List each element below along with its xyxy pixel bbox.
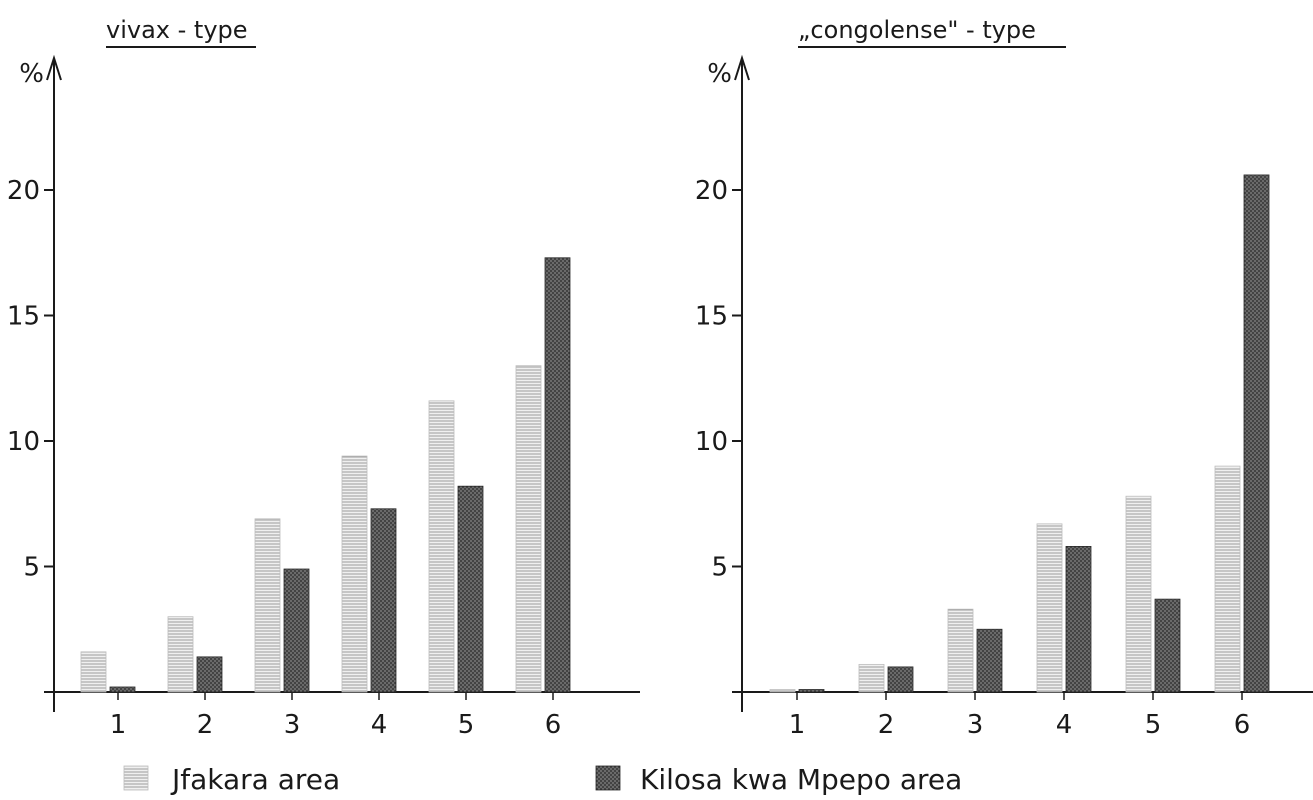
x-tick-label: 2 bbox=[878, 710, 895, 740]
bar-kilosa-2 bbox=[887, 666, 914, 693]
y-tick-label: 10 bbox=[695, 427, 728, 457]
x-tick-label: 2 bbox=[197, 710, 214, 740]
y-axis-label: % bbox=[707, 59, 732, 89]
bar-kilosa-6 bbox=[544, 257, 571, 693]
y-tick-label: 20 bbox=[7, 176, 40, 206]
y-tick-label: 5 bbox=[711, 553, 728, 583]
bar-jfakara-5 bbox=[1125, 495, 1152, 693]
legend-label-kilosa: Kilosa kwa Mpepo area bbox=[640, 763, 962, 796]
chart-panel-2: „congolense" - type% 5 10 15 20 1 2 3 4 5 6 bbox=[695, 16, 1313, 740]
x-tick-label: 3 bbox=[284, 710, 301, 740]
bar-jfakara-3 bbox=[254, 518, 281, 693]
bar-kilosa-1 bbox=[798, 689, 825, 693]
y-tick-label: 15 bbox=[7, 302, 40, 332]
bar-jfakara-3 bbox=[947, 608, 974, 693]
x-tick-label: 5 bbox=[1145, 710, 1162, 740]
bar-kilosa-2 bbox=[196, 656, 223, 693]
bar-jfakara-4 bbox=[341, 455, 368, 693]
chart-title: vivax - type bbox=[106, 16, 248, 44]
bar-kilosa-3 bbox=[283, 568, 310, 693]
x-tick-label: 3 bbox=[967, 710, 984, 740]
y-axis-label: % bbox=[19, 59, 44, 89]
legend-swatch-jfakara bbox=[123, 765, 149, 791]
legend-swatch-kilosa bbox=[595, 765, 621, 791]
bar-kilosa-1 bbox=[109, 686, 136, 693]
bar-jfakara-1 bbox=[80, 651, 107, 693]
y-tick-label: 20 bbox=[695, 176, 728, 206]
x-tick-label: 6 bbox=[1234, 710, 1251, 740]
bar-kilosa-4 bbox=[1065, 546, 1092, 693]
x-tick-label: 1 bbox=[110, 710, 127, 740]
x-tick-label: 4 bbox=[1056, 710, 1073, 740]
bar-kilosa-4 bbox=[370, 508, 397, 693]
x-tick-label: 4 bbox=[371, 710, 388, 740]
bar-kilosa-3 bbox=[976, 628, 1003, 693]
x-tick-label: 5 bbox=[458, 710, 475, 740]
legend-label-jfakara: Jfakara area bbox=[170, 763, 340, 796]
y-axis-arrow bbox=[46, 54, 62, 81]
bar-jfakara-5 bbox=[428, 400, 455, 693]
bar-kilosa-6 bbox=[1243, 174, 1270, 693]
x-tick-label: 6 bbox=[545, 710, 562, 740]
y-tick-label: 10 bbox=[7, 427, 40, 457]
y-tick-label: 15 bbox=[695, 302, 728, 332]
chart-title: „congolense" - type bbox=[798, 16, 1036, 44]
bar-jfakara-6 bbox=[515, 365, 542, 693]
y-axis-arrow bbox=[734, 54, 750, 81]
legend: Jfakara area Kilosa kwa Mpepo area bbox=[123, 763, 962, 796]
y-tick-label: 5 bbox=[23, 553, 40, 583]
x-tick-label: 1 bbox=[789, 710, 806, 740]
bar-kilosa-5 bbox=[1154, 598, 1181, 693]
bar-jfakara-2 bbox=[858, 663, 885, 693]
bar-jfakara-4 bbox=[1036, 523, 1063, 693]
bar-jfakara-6 bbox=[1214, 465, 1241, 693]
bar-jfakara-1 bbox=[769, 689, 796, 693]
bar-kilosa-5 bbox=[457, 485, 484, 693]
chart-panel-1: vivax - type% 5 10 15 20 1 2 3 4 5 6 bbox=[7, 16, 640, 740]
bar-jfakara-2 bbox=[167, 616, 194, 693]
